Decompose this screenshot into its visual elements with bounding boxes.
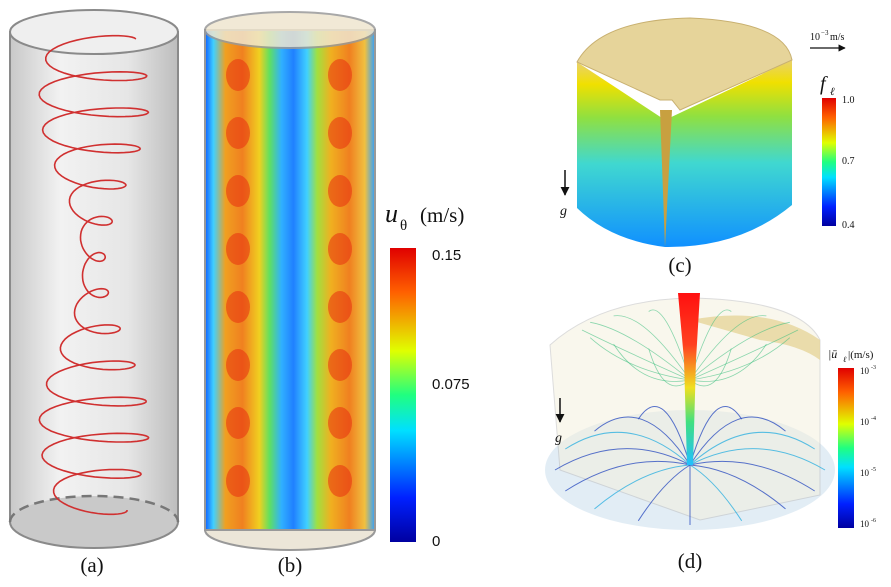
panel-b: (b) u θ (m/s) 0.15 0.075 0 xyxy=(205,12,470,577)
colorbar-tick-base: 10 xyxy=(860,417,870,427)
hotspot xyxy=(226,291,250,323)
panel-label: (b) xyxy=(278,553,303,577)
velocity-field xyxy=(205,30,375,530)
hotspot xyxy=(226,117,250,149)
colorbar-tick-exponent: -4 xyxy=(871,416,876,422)
colorbar-symbol: u xyxy=(385,199,398,228)
cylinder-top xyxy=(10,10,178,54)
hotspot xyxy=(328,59,352,91)
figure: (a) (b) u θ (m/s) 0.15 0.075 0 g 10 −3 m… xyxy=(0,0,891,587)
panel-a: (a) xyxy=(10,10,178,577)
hotspot xyxy=(328,175,352,207)
hotspot xyxy=(328,407,352,439)
cylinder-bottom xyxy=(205,530,375,550)
colorbar-tick-base: 10 xyxy=(860,366,870,376)
colorbar xyxy=(838,368,854,528)
colorbar-tick-label: 0.075 xyxy=(432,376,470,393)
gravity-label: g xyxy=(560,204,567,219)
colorbar-subscript: ℓ xyxy=(843,355,847,364)
panel-c: g 10 −3 m/s f ℓ 1.0 0.7 0.4 (c) xyxy=(560,18,855,277)
colorbar-symbol: f xyxy=(820,73,828,95)
colorbar xyxy=(390,248,416,542)
panel-label: (c) xyxy=(668,253,691,277)
panel-d: g |ū ℓ |(m/s) 10-310-410-510-6 (d) xyxy=(545,293,876,573)
scale-base: 10 xyxy=(810,32,820,43)
colorbar-unit: |(m/s) xyxy=(848,349,874,361)
colorbar-subscript: ℓ xyxy=(830,86,835,98)
panel-label: (a) xyxy=(80,553,103,577)
colorbar-unit: (m/s) xyxy=(420,203,464,227)
hotspot xyxy=(328,349,352,381)
hotspot xyxy=(226,407,250,439)
cylinder xyxy=(10,32,178,522)
colorbar-tick-base: 10 xyxy=(860,468,870,478)
colorbar-tick-exponent: -6 xyxy=(871,518,876,524)
hotspot xyxy=(328,465,352,497)
hotspot xyxy=(328,117,352,149)
cylinder-top xyxy=(205,12,375,48)
colorbar-tick-label: 0 xyxy=(432,533,440,550)
hotspot xyxy=(226,465,250,497)
scale-unit: m/s xyxy=(830,32,845,43)
colorbar-subscript: θ xyxy=(400,218,407,234)
colorbar xyxy=(822,98,836,226)
hotspot xyxy=(328,233,352,265)
colorbar-tick-label: 1.0 xyxy=(842,95,855,106)
colorbar-tick-exponent: -5 xyxy=(871,467,876,473)
hotspot xyxy=(226,349,250,381)
colorbar-ticks: 10-310-410-510-6 xyxy=(860,365,876,529)
colorbar-tick-base: 10 xyxy=(860,519,870,529)
hotspot xyxy=(226,175,250,207)
colorbar-tick-label: 0.15 xyxy=(432,247,461,264)
hotspot xyxy=(226,233,250,265)
hotspot xyxy=(226,59,250,91)
colorbar-symbol: |ū xyxy=(828,347,837,361)
gravity-label: g xyxy=(555,431,562,446)
hotspot xyxy=(328,291,352,323)
colorbar-tick-label: 0.7 xyxy=(842,156,855,167)
colorbar-tick-label: 0.4 xyxy=(842,220,855,231)
colorbar-tick-exponent: -3 xyxy=(871,365,876,371)
panel-label: (d) xyxy=(678,549,703,573)
scale-exponent: −3 xyxy=(821,29,829,37)
